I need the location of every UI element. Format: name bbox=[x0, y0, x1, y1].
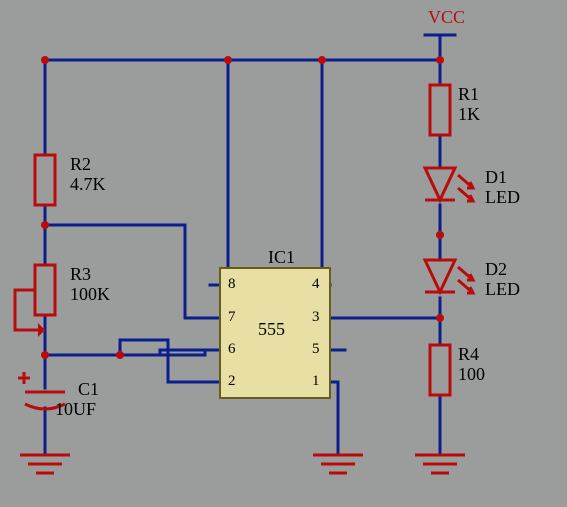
ic-part: 555 bbox=[258, 320, 285, 340]
ic-pin-8: 8 bbox=[228, 276, 236, 293]
d2-value: LED bbox=[485, 280, 520, 300]
r4-value: 100 bbox=[458, 365, 485, 385]
ic-pin-2: 2 bbox=[228, 373, 236, 390]
r3-value: 100K bbox=[70, 285, 110, 305]
c1-value: 10UF bbox=[55, 400, 96, 420]
r1-ref: R1 bbox=[458, 85, 479, 105]
ic-pin-3: 3 bbox=[312, 309, 320, 326]
ic-pin-6: 6 bbox=[228, 341, 236, 358]
d2-ref: D2 bbox=[485, 260, 507, 280]
ic-pin-4: 4 bbox=[312, 276, 320, 293]
r2-value: 4.7K bbox=[70, 175, 106, 195]
d1-ref: D1 bbox=[485, 168, 507, 188]
ic-pin-7: 7 bbox=[228, 309, 236, 326]
resistor-r3 bbox=[35, 265, 55, 315]
d1-value: LED bbox=[485, 188, 520, 208]
ic-ref: IC1 bbox=[268, 248, 295, 268]
r3-ref: R3 bbox=[70, 265, 91, 285]
ic-pin-1: 1 bbox=[312, 373, 320, 390]
resistor-r2 bbox=[35, 155, 55, 205]
r1-value: 1K bbox=[458, 105, 480, 125]
resistor-r1 bbox=[430, 85, 450, 135]
ic-pin-5: 5 bbox=[312, 341, 320, 358]
c1-ref: C1 bbox=[78, 380, 99, 400]
resistor-r4 bbox=[430, 345, 450, 395]
vcc-label: VCC bbox=[428, 8, 465, 28]
r2-ref: R2 bbox=[70, 155, 91, 175]
circuit-diagram: VCC R1 1K R2 4.7K R3 100K R4 100 C1 10UF… bbox=[0, 0, 567, 507]
r4-ref: R4 bbox=[458, 345, 479, 365]
